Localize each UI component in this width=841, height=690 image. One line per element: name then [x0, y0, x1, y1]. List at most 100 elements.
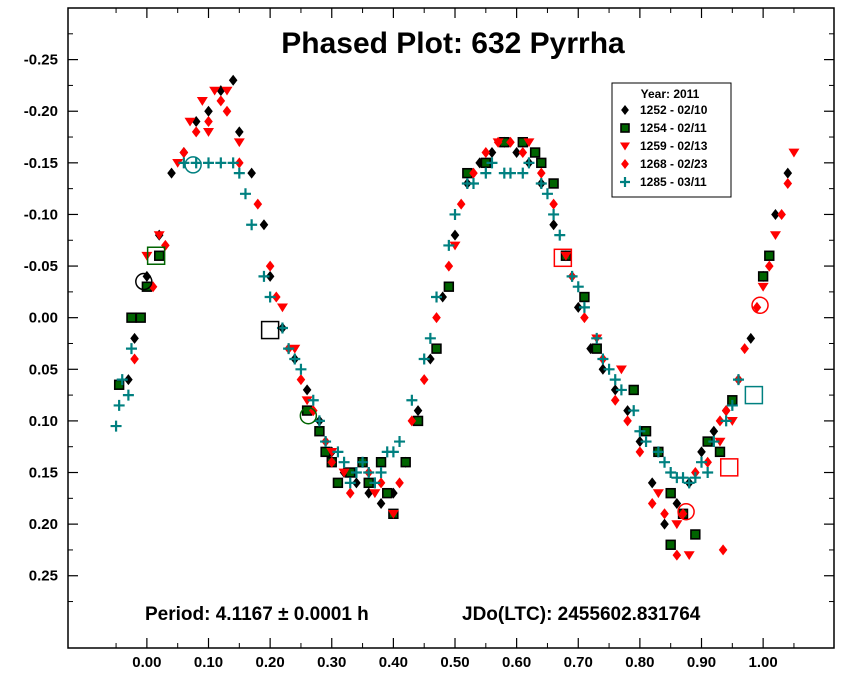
data-point: [190, 157, 202, 169]
data-point: [135, 312, 146, 323]
data-point: [338, 468, 350, 478]
data-point: [764, 250, 775, 261]
y-tick-label: -0.20: [24, 103, 58, 120]
data-point: [113, 399, 125, 411]
highlight-circle: [135, 272, 153, 291]
data-point: [215, 157, 227, 169]
data-point: [307, 394, 319, 406]
data-point: [209, 86, 221, 96]
y-tick-label: -0.10: [24, 206, 58, 223]
data-point: [672, 497, 682, 509]
data-point: [110, 420, 122, 432]
data-point: [721, 405, 731, 417]
legend-label: 1268 - 02/23: [640, 157, 708, 171]
legend-label: 1285 - 03/11: [640, 175, 707, 189]
data-point: [161, 239, 170, 251]
data-point: [130, 353, 139, 365]
data-point: [635, 436, 645, 448]
data-point: [535, 177, 547, 189]
data-point: [591, 343, 602, 354]
data-point: [125, 343, 137, 355]
data-point: [703, 456, 712, 468]
series-1268: [130, 95, 793, 561]
data-point: [529, 147, 541, 158]
data-point: [683, 477, 695, 489]
data-point: [777, 208, 786, 220]
data-point: [203, 128, 215, 137]
x-tick-label: 0.90: [687, 654, 716, 671]
series-1285: [110, 157, 744, 489]
x-tick-label: 0.50: [440, 654, 469, 671]
data-point: [228, 74, 238, 86]
data-point: [375, 456, 387, 468]
data-point: [438, 291, 447, 303]
data-point: [523, 157, 535, 169]
x-tick-label: 1.00: [749, 654, 778, 671]
data-point: [276, 303, 288, 313]
x-tick-label: 0.30: [317, 654, 346, 671]
data-point: [549, 219, 558, 231]
data-point: [184, 117, 196, 127]
data-point: [652, 446, 664, 458]
data-point: [677, 472, 689, 484]
data-point: [541, 188, 553, 200]
data-point: [714, 446, 726, 458]
data-point: [345, 487, 355, 499]
data-point: [413, 405, 423, 417]
data-point: [486, 157, 498, 169]
epoch-label: JDo(LTC): 2455602.831764: [462, 604, 701, 625]
data-point: [678, 508, 688, 520]
data-point: [352, 477, 361, 489]
highlight-circle: [299, 406, 318, 425]
data-point: [265, 270, 275, 282]
data-point: [246, 219, 258, 231]
data-point: [665, 487, 676, 499]
data-point: [369, 477, 381, 489]
data-point: [517, 167, 529, 179]
data-point: [338, 456, 350, 468]
highlight-square: [146, 246, 166, 265]
data-point: [178, 157, 190, 169]
y-tick-label: 0.10: [29, 413, 58, 430]
data-point: [320, 436, 332, 448]
x-tick-label: 0.60: [502, 654, 531, 671]
data-point: [720, 415, 732, 427]
data-point: [222, 105, 232, 117]
highlight-square: [553, 248, 573, 268]
data-point: [715, 415, 725, 427]
data-point: [426, 353, 435, 365]
data-point: [216, 95, 226, 107]
period-label: Period: 4.1167 ± 0.0001 h: [145, 604, 369, 625]
data-point: [709, 425, 719, 437]
data-point: [357, 456, 369, 468]
data-point: [467, 177, 479, 189]
data-point: [696, 456, 708, 468]
data-point: [548, 208, 560, 220]
data-point: [597, 353, 609, 365]
data-point: [579, 291, 590, 303]
data-point: [376, 497, 386, 509]
data-point: [689, 472, 701, 484]
data-point: [469, 167, 478, 179]
data-point: [660, 508, 669, 520]
series-1254: [113, 136, 775, 550]
data-point: [327, 456, 337, 468]
data-point: [369, 489, 381, 499]
data-point: [233, 167, 245, 179]
data-point: [332, 446, 344, 458]
data-point: [628, 384, 639, 396]
data-point: [757, 282, 769, 292]
data-point: [480, 167, 492, 179]
data-point: [204, 105, 213, 117]
data-point: [623, 405, 632, 417]
data-point: [233, 138, 245, 148]
x-tick-label: 0.40: [379, 654, 408, 671]
data-point: [326, 448, 338, 457]
data-point: [431, 343, 442, 354]
data-point: [400, 456, 411, 468]
data-point: [432, 312, 441, 324]
data-point: [419, 374, 429, 386]
data-point: [598, 363, 608, 375]
y-tick-label: 0.05: [29, 361, 58, 378]
y-tick-label: 0.15: [29, 465, 58, 482]
